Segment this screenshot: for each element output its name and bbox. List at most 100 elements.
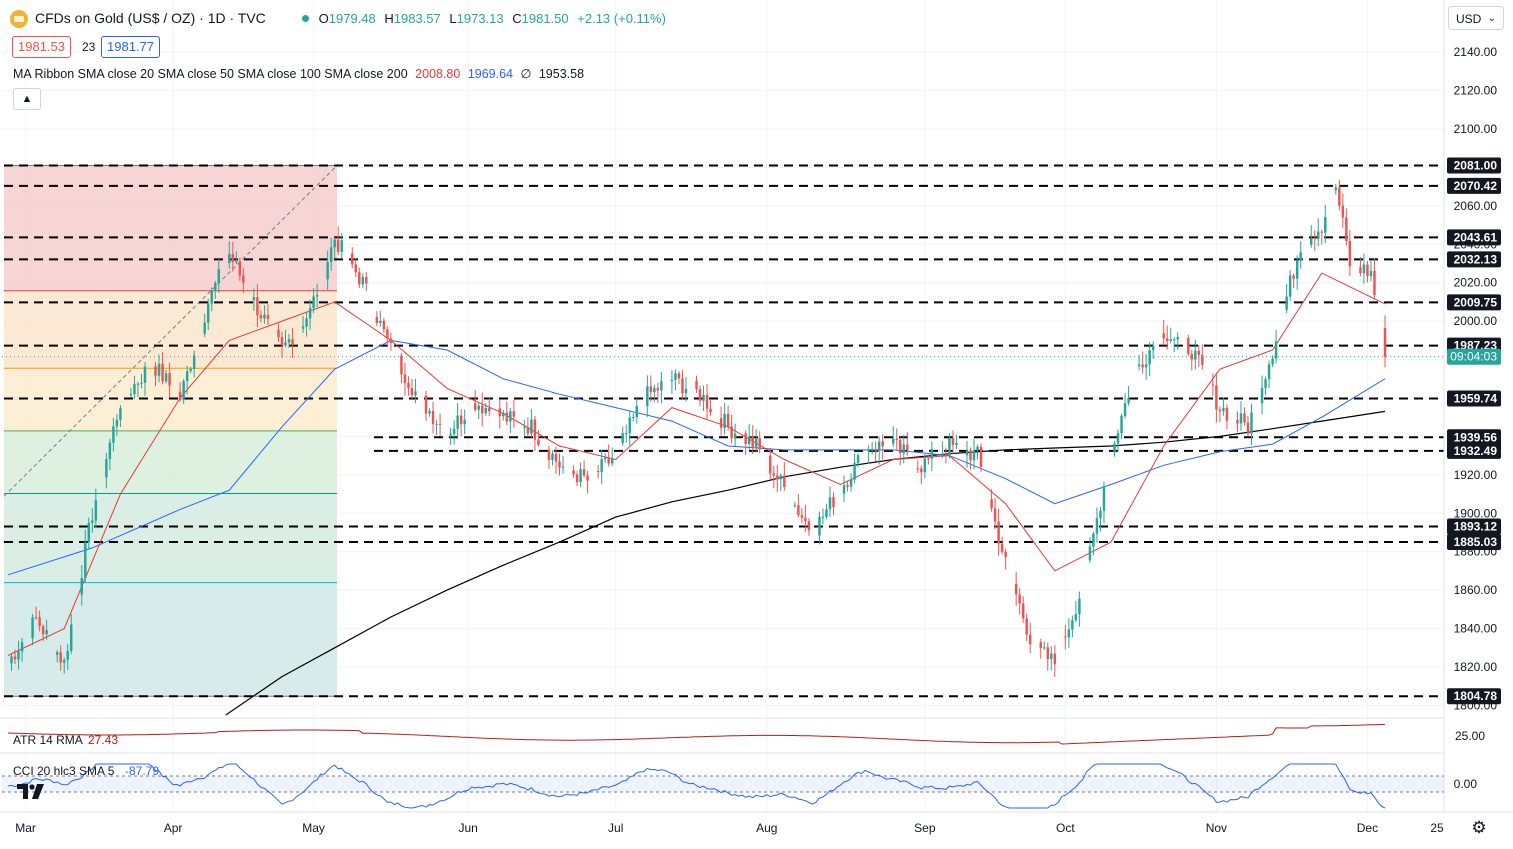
price-axis-tick: 2100.00 xyxy=(1454,122,1498,136)
candle xyxy=(1225,407,1229,421)
fib-zone xyxy=(4,165,337,291)
candle xyxy=(979,446,983,467)
candle xyxy=(1000,543,1004,552)
sell-price-button[interactable]: 1981.53 xyxy=(12,36,71,58)
candle xyxy=(238,261,242,276)
candle xyxy=(66,650,69,660)
candle xyxy=(1014,583,1018,595)
candle xyxy=(1067,629,1071,638)
candle xyxy=(80,578,83,595)
candle xyxy=(185,371,189,382)
candle xyxy=(1162,333,1165,339)
candle xyxy=(561,466,565,468)
candle xyxy=(705,394,709,409)
candle xyxy=(600,459,603,473)
candle xyxy=(1123,403,1127,416)
ma-ribbon-legend[interactable]: MA Ribbon SMA close 20 SMA close 50 SMA … xyxy=(13,66,584,81)
candle xyxy=(231,253,235,262)
fib-trend-line xyxy=(3,165,338,497)
candle xyxy=(1046,647,1050,659)
price-level-label: 2032.13 xyxy=(1454,252,1498,266)
candle xyxy=(192,355,196,369)
candle xyxy=(235,261,238,263)
candle xyxy=(1243,413,1246,423)
candle xyxy=(726,413,730,427)
time-axis-label: Apr xyxy=(164,821,183,835)
candle xyxy=(853,462,856,480)
market-open-dot xyxy=(302,15,309,22)
candle xyxy=(972,450,976,461)
candle xyxy=(143,366,147,383)
candle xyxy=(340,240,343,252)
buy-price-button[interactable]: 1981.77 xyxy=(101,36,160,58)
price-level-tag xyxy=(1447,177,1501,194)
candle xyxy=(779,475,783,480)
cci-line xyxy=(7,763,1386,809)
candle xyxy=(818,516,821,536)
chart-title[interactable]: CFDs on Gold (US$ / OZ) · 1D · TVC xyxy=(35,10,266,26)
candle xyxy=(136,383,140,385)
candle xyxy=(719,418,723,428)
candle xyxy=(242,275,245,283)
price-axis-tick: 1820.00 xyxy=(1454,660,1498,674)
candle xyxy=(1141,364,1144,368)
candle xyxy=(1362,264,1366,274)
candle xyxy=(554,453,558,462)
candle xyxy=(210,290,213,304)
price-axis-tick: 1900.00 xyxy=(1454,506,1498,520)
time-axis-label: Jun xyxy=(458,821,477,835)
candle xyxy=(653,387,656,393)
candle xyxy=(1334,187,1338,191)
candle xyxy=(783,475,786,487)
candle xyxy=(1187,337,1190,354)
candle xyxy=(365,277,368,284)
current-time-tag xyxy=(1447,348,1501,365)
candle xyxy=(1239,413,1243,424)
time-axis-label: Mar xyxy=(15,821,36,835)
candle xyxy=(140,382,143,384)
ma50-line xyxy=(7,339,1386,576)
candle xyxy=(1341,205,1345,218)
candle xyxy=(1004,551,1007,557)
atr-line xyxy=(7,723,1386,745)
candle xyxy=(287,339,291,343)
candle xyxy=(55,652,59,655)
gear-icon[interactable]: ⚙ xyxy=(1471,818,1487,837)
candle xyxy=(1197,350,1201,355)
candle xyxy=(969,450,972,461)
currency-selector[interactable]: USD ⌄ xyxy=(1448,6,1504,30)
cci-label: CCI 20 hlc3 SMA 5 xyxy=(13,764,115,778)
candle xyxy=(526,427,530,434)
candle xyxy=(1078,598,1081,615)
price-level-label: 2081.00 xyxy=(1454,159,1498,173)
candle xyxy=(1345,217,1348,241)
candle xyxy=(1116,433,1120,444)
price-level-tag xyxy=(1447,294,1501,311)
ma-ribbon-label: MA Ribbon SMA close 20 SMA close 50 SMA … xyxy=(13,67,408,81)
candle xyxy=(456,415,459,429)
candle xyxy=(832,497,835,507)
candle xyxy=(660,381,663,391)
candle xyxy=(87,522,91,543)
candle xyxy=(603,457,607,460)
candle xyxy=(709,408,712,413)
price-level-label: 1885.03 xyxy=(1454,535,1498,549)
candle xyxy=(333,239,336,248)
candle xyxy=(105,459,108,478)
price-level-tag xyxy=(1447,229,1501,246)
candle xyxy=(891,438,895,444)
candle xyxy=(203,322,206,334)
candle xyxy=(1260,387,1264,404)
tradingview-logo[interactable] xyxy=(16,782,46,800)
candle xyxy=(480,405,484,414)
candle xyxy=(284,342,287,346)
candle xyxy=(1074,614,1078,621)
candle xyxy=(899,439,902,454)
candle xyxy=(358,272,361,285)
collapse-legend-button[interactable]: ▲ xyxy=(13,88,41,110)
candle xyxy=(776,475,779,480)
candle xyxy=(575,474,579,483)
candle xyxy=(621,433,624,443)
